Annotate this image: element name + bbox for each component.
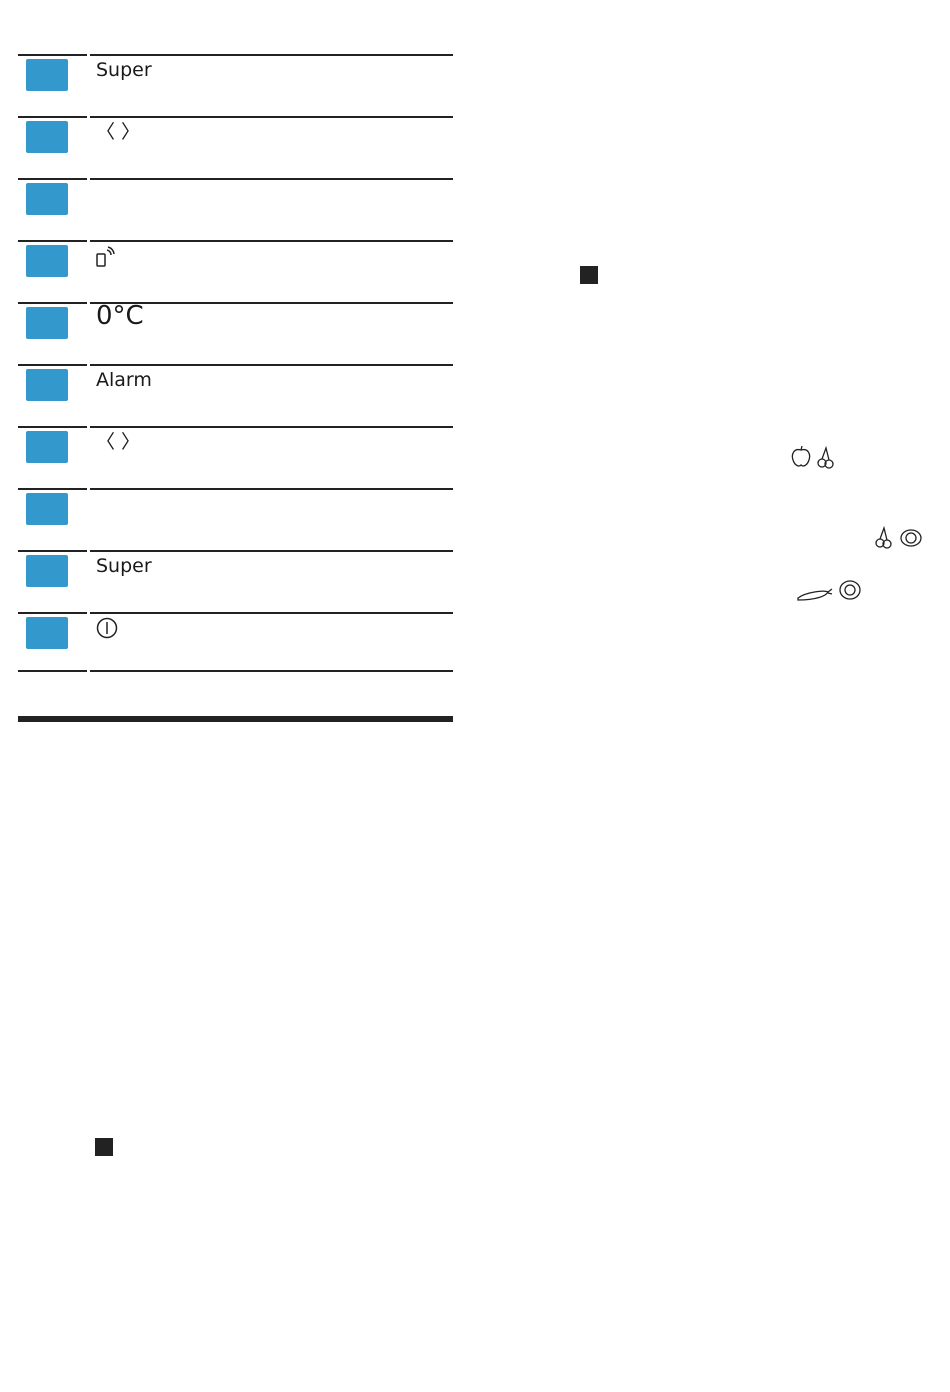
control-key xyxy=(26,59,68,91)
control-key xyxy=(26,369,68,401)
row-rule xyxy=(18,178,87,180)
row-rule xyxy=(90,550,453,552)
row-rule xyxy=(18,612,87,614)
key-row: Super xyxy=(18,54,453,116)
row-rule xyxy=(18,364,87,366)
phone-wifi-icon xyxy=(96,246,115,267)
row-rule xyxy=(18,240,87,242)
control-key xyxy=(26,555,68,587)
key-row: Super xyxy=(18,550,453,612)
table-bottom-rule-right xyxy=(90,670,453,672)
row-rule xyxy=(18,54,87,56)
end-marker-square xyxy=(580,266,598,284)
control-key xyxy=(26,121,68,153)
row-rule xyxy=(18,426,87,428)
key-label: 〈 〉 xyxy=(96,431,141,453)
row-rule xyxy=(90,116,453,118)
key-label: Alarm xyxy=(96,369,152,391)
row-rule xyxy=(18,116,87,118)
key-label: 0°C xyxy=(96,301,144,331)
control-key xyxy=(26,245,68,277)
key-row: Alarm xyxy=(18,364,453,426)
row-rule xyxy=(90,240,453,242)
key-row: 〈 〉 xyxy=(18,426,453,488)
row-rule xyxy=(90,612,453,614)
row-rule xyxy=(90,488,453,490)
control-key xyxy=(26,493,68,525)
row-rule xyxy=(90,364,453,366)
row-rule xyxy=(18,488,87,490)
control-key xyxy=(26,617,68,649)
row-rule xyxy=(90,178,453,180)
key-row xyxy=(18,488,453,550)
control-key xyxy=(26,431,68,463)
control-key xyxy=(26,183,68,215)
key-label: 〈 〉 xyxy=(96,121,141,143)
end-marker-square xyxy=(95,1138,113,1156)
apple-cherry-icons xyxy=(791,446,834,469)
control-key xyxy=(26,307,68,339)
power-icon xyxy=(96,617,118,639)
section-divider xyxy=(18,716,453,722)
key-label: Super xyxy=(96,555,152,577)
cherry-cabbage-icons xyxy=(875,526,922,549)
row-rule xyxy=(90,302,453,304)
table-bottom-rule-left xyxy=(18,670,87,672)
carrot-cabbage-icons xyxy=(797,580,861,601)
key-row: 〈 〉 xyxy=(18,116,453,178)
row-rule xyxy=(18,302,87,304)
key-row xyxy=(18,240,453,302)
row-rule xyxy=(18,550,87,552)
key-row: 0°C xyxy=(18,302,453,364)
key-row xyxy=(18,612,453,674)
key-label: Super xyxy=(96,59,152,81)
row-rule xyxy=(90,426,453,428)
row-rule xyxy=(90,54,453,56)
key-row xyxy=(18,178,453,240)
